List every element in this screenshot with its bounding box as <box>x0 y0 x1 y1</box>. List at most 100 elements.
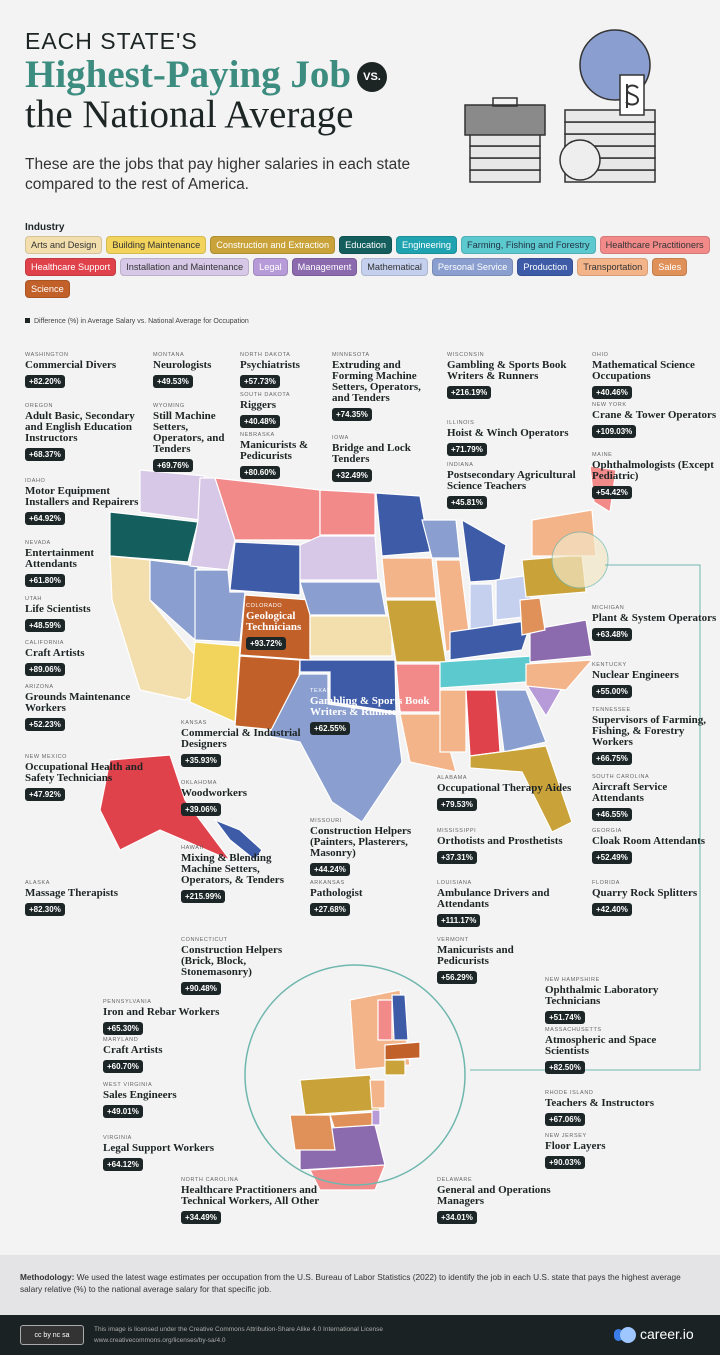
salary-difference-badge: +51.74% <box>545 1011 585 1024</box>
state-inset-nh <box>391 994 409 1041</box>
job-title: Floor Layers <box>545 1140 606 1152</box>
job-title: Woodworkers <box>181 787 247 799</box>
salary-difference-badge: +42.40% <box>592 903 632 916</box>
state-label: Montana Neurologists +49.53% <box>153 352 235 389</box>
state-name: Wisconsin <box>447 352 485 358</box>
job-title: Motor Equipment Installers and Repairers <box>25 485 139 508</box>
job-title: Mathematical Science Occupations <box>592 359 695 382</box>
salary-difference-badge: +37.31% <box>437 851 477 864</box>
state-label: West Virginia Sales Engineers +49.01% <box>103 1082 223 1119</box>
legend-chip: Engineering <box>395 236 458 254</box>
salary-difference-badge: +89.06% <box>25 663 65 676</box>
cc-license-icon[interactable]: cc by nc sa <box>20 1325 84 1345</box>
state-kentucky <box>449 619 533 661</box>
salary-difference-badge: +90.48% <box>181 982 221 995</box>
subtitle: These are the jobs that pay higher salar… <box>25 156 411 193</box>
footer: cc by nc sa This image is licensed under… <box>0 1315 720 1355</box>
job-title: Cloak Room Attendants <box>592 835 706 847</box>
salary-difference-badge: +27.68% <box>310 903 350 916</box>
state-name: Maryland <box>103 1037 139 1043</box>
salary-difference-badge: +82.20% <box>25 375 65 388</box>
state-name: Nevada <box>25 540 51 546</box>
job-title: Manicurists & Pedicurists <box>240 439 309 462</box>
state-west-virginia <box>519 597 546 636</box>
legend-chip: Healthcare Support <box>25 258 117 276</box>
state-label: Maryland Craft Artists +60.70% <box>103 1037 223 1074</box>
state-label: Idaho Motor Equipment Installers and Repa… <box>25 478 143 526</box>
state-wisconsin <box>421 519 461 559</box>
job-title: Entertainment Attendants <box>25 547 95 570</box>
salary-difference-badge: +63.48% <box>592 628 632 641</box>
job-title: Supervisors of Farming, Fishing, & Fores… <box>592 714 706 748</box>
state-inset-nc <box>309 1164 386 1191</box>
salary-difference-badge: +66.75% <box>592 752 632 765</box>
salary-difference-badge: +90.03% <box>545 1156 585 1169</box>
job-title: Crane & Tower Operators <box>592 409 717 421</box>
license-text: This image is licensed under the Creativ… <box>94 1326 384 1333</box>
state-name: Connecticut <box>181 937 228 943</box>
salary-difference-badge: +49.01% <box>103 1105 143 1118</box>
salary-difference-badge: +69.76% <box>153 459 193 472</box>
job-title: Extruding and Forming Machine Setters, O… <box>332 359 421 404</box>
state-name: South Dakota <box>240 392 291 398</box>
money-illustration-icon <box>464 29 656 183</box>
state-label: Nevada Entertainment Attendants +61.80% <box>25 540 143 588</box>
salary-difference-badge: +82.50% <box>545 1061 585 1074</box>
state-north-carolina <box>525 659 594 691</box>
job-title: Gambling & Sports Book Writers & Runners <box>447 359 567 382</box>
job-title: Geological Technicians <box>246 610 302 633</box>
salary-difference-badge: +47.92% <box>25 788 65 801</box>
state-label: New Mexico Occupational Health and Safety… <box>25 754 143 802</box>
state-name: New Mexico <box>25 754 68 760</box>
state-label: Kentucky Nuclear Engineers +55.00% <box>592 662 717 699</box>
salary-difference-badge: +60.70% <box>103 1060 143 1073</box>
job-title: Craft Artists <box>103 1044 163 1056</box>
state-label: Missouri Construction Helpers (Painters, … <box>310 818 430 877</box>
state-north-dakota <box>319 489 376 536</box>
state-label: Maine Ophthalmologists (Except Pediatric)… <box>592 452 717 500</box>
license-url[interactable]: www.creativecommons.org/licenses/by-sa/4… <box>94 1337 226 1344</box>
state-label: Minnesota Extruding and Forming Machine S… <box>332 352 440 422</box>
state-label: New York Crane & Tower Operators +109.03% <box>592 402 717 439</box>
job-title: Iron and Rebar Workers <box>103 1006 220 1018</box>
state-label: Hawaii Mixing & Blending Machine Setters,… <box>181 845 301 904</box>
legend-chip: Transportation <box>577 258 649 276</box>
state-label: Virginia Legal Support Workers +64.12% <box>103 1135 223 1172</box>
job-title: Atmospheric and Space Scientists <box>545 1034 657 1057</box>
salary-difference-badge: +52.49% <box>592 851 632 864</box>
job-title: Postsecondary Agricultural Science Teach… <box>447 469 576 492</box>
state-name: North Carolina <box>181 1177 239 1183</box>
state-wyoming <box>229 541 301 596</box>
job-title: Healthcare Practitioners and Technical W… <box>181 1184 320 1207</box>
job-title: Quarry Rock Splitters <box>592 887 698 899</box>
state-name: Kansas <box>181 720 207 726</box>
salary-difference-badge: +80.60% <box>240 466 280 479</box>
state-label: Massachusetts Atmospheric and Space Scien… <box>545 1027 695 1075</box>
state-name: Colorado <box>246 603 283 609</box>
salary-difference-badge: +56.29% <box>437 971 477 984</box>
state-inset-vermont <box>377 999 393 1041</box>
job-title: Aircraft Service Attendants <box>592 781 668 804</box>
salary-difference-badge: +46.55% <box>592 808 632 821</box>
state-label: Michigan Plant & System Operators +63.48% <box>592 605 717 642</box>
state-label: Connecticut Construction Helpers (Brick, … <box>181 937 301 996</box>
state-inset-wv <box>289 1114 336 1151</box>
legend-title: Industry <box>25 222 65 233</box>
job-title: Riggers <box>240 399 277 411</box>
state-name: Missouri <box>310 818 342 824</box>
job-title: Sales Engineers <box>103 1089 177 1101</box>
state-name: North Dakota <box>240 352 291 358</box>
salary-difference-badge: +65.30% <box>103 1022 143 1035</box>
state-name: South Carolina <box>592 774 650 780</box>
state-label: South Carolina Aircraft Service Attendant… <box>592 774 717 822</box>
state-name: Ohio <box>592 352 609 358</box>
state-nebraska <box>299 581 387 616</box>
legend-chip: Farming, Fishing and Forestry <box>461 236 596 254</box>
state-label: Indiana Postsecondary Agricultural Scienc… <box>447 462 582 510</box>
state-label: Rhode Island Teachers & Instructors +67.06… <box>545 1090 695 1127</box>
legend-chip: Building Maintenance <box>106 236 207 254</box>
state-name: New Jersey <box>545 1133 587 1139</box>
job-title: Legal Support Workers <box>103 1142 215 1154</box>
state-arizona <box>189 641 241 723</box>
salary-difference-badge: +216.19% <box>447 386 492 399</box>
